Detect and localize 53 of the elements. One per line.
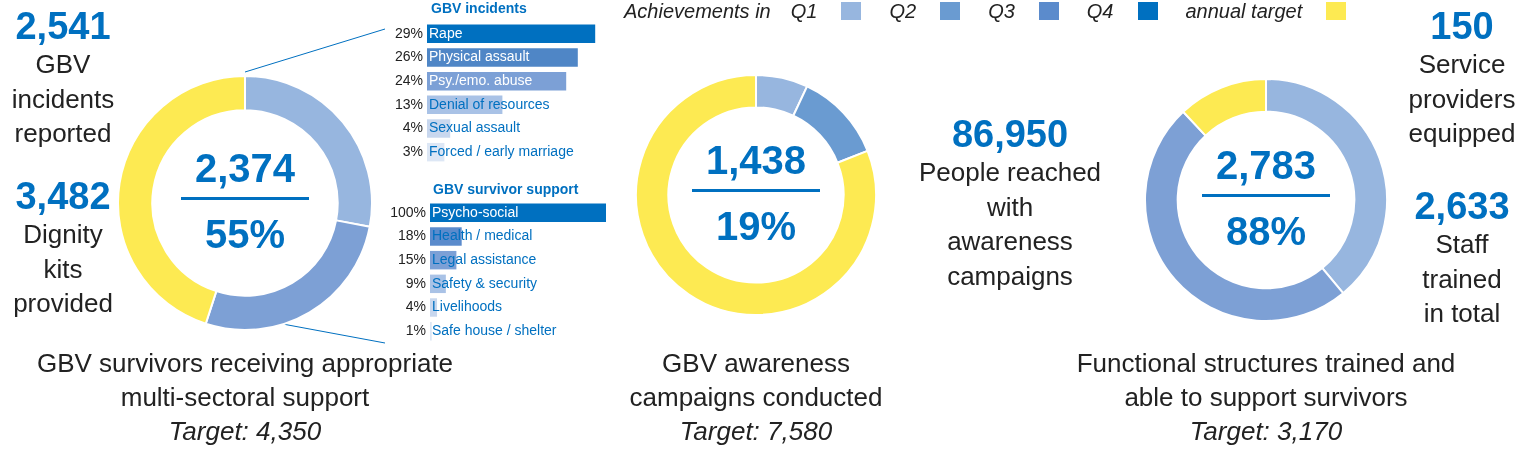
text: 2,633 bbox=[1413, 185, 1511, 227]
category-label: Safe house / shelter bbox=[432, 322, 557, 339]
chart-title: GBV incidents bbox=[431, 0, 527, 16]
text: Dignity kits provided bbox=[12, 218, 114, 320]
category-label: Physical assault bbox=[429, 48, 530, 65]
category-label: Sexual assault bbox=[429, 119, 521, 136]
text: Functional structures trained and able to support survivors bbox=[1075, 347, 1457, 414]
data-label: 24% bbox=[394, 72, 423, 89]
text: 2,374 bbox=[193, 145, 297, 191]
text: 55% bbox=[203, 211, 287, 257]
legend-label: Q2 bbox=[889, 0, 917, 22]
text: Service providers equipped bbox=[1407, 48, 1517, 150]
category-label: Psycho-social bbox=[432, 203, 519, 220]
text: Target: 7,580 bbox=[678, 415, 834, 448]
text: 150 bbox=[1429, 5, 1495, 47]
data-label: 100% bbox=[390, 203, 426, 220]
legend-label: annual target bbox=[1185, 0, 1303, 22]
text: 19% bbox=[714, 203, 798, 249]
text: People reached with awareness campaigns bbox=[917, 156, 1103, 293]
data-label: 26% bbox=[394, 48, 423, 65]
data-label: 3% bbox=[402, 143, 423, 160]
text: 3,482 bbox=[14, 175, 112, 217]
data-label: 4% bbox=[405, 298, 426, 315]
data-label: 1% bbox=[405, 322, 426, 339]
category-label: Psy./emo. abuse bbox=[429, 72, 533, 89]
data-label: 15% bbox=[397, 251, 426, 268]
category-label: Rape bbox=[429, 24, 463, 41]
text: 86,950 bbox=[950, 113, 1070, 155]
text: Target: 3,170 bbox=[1188, 415, 1344, 448]
category-label: Forced / early marriage bbox=[429, 143, 574, 160]
text: Target: 4,350 bbox=[167, 415, 323, 448]
data-label: 18% bbox=[397, 227, 426, 244]
data-label: 13% bbox=[394, 95, 423, 112]
data-label: 29% bbox=[394, 24, 423, 41]
legend-label: Q1 bbox=[790, 0, 818, 22]
bar bbox=[427, 24, 596, 44]
category-label: Denial of resources bbox=[429, 95, 550, 112]
legend-label: Q4 bbox=[1086, 0, 1114, 22]
category-label: Safety & security bbox=[432, 274, 538, 291]
text: 2,783 bbox=[1214, 142, 1318, 188]
text: 1,438 bbox=[704, 137, 808, 183]
text: GBV incidents reported bbox=[10, 48, 116, 150]
legend-title: Achievements in bbox=[624, 0, 771, 22]
chart-title: GBV survivor support bbox=[433, 181, 579, 197]
data-label: 9% bbox=[405, 274, 426, 291]
text: 2,541 bbox=[14, 5, 112, 47]
category-label: Livelihoods bbox=[432, 298, 503, 315]
text: GBV survivors receiving appropriate multi-sectoral support bbox=[35, 347, 455, 414]
text: 88% bbox=[1224, 208, 1308, 254]
data-label: 4% bbox=[402, 119, 423, 136]
text: GBV awareness campaigns conducted bbox=[628, 347, 884, 414]
text: Staff trained in total bbox=[1421, 228, 1503, 330]
legend-label: Q3 bbox=[988, 0, 1015, 22]
